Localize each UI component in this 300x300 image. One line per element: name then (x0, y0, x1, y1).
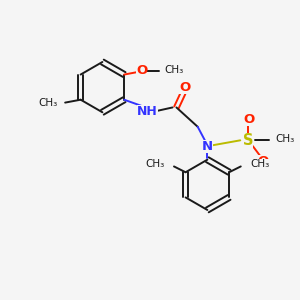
Text: N: N (202, 140, 213, 153)
Text: CH₃: CH₃ (145, 158, 164, 169)
Text: S: S (243, 133, 253, 148)
Text: CH₃: CH₃ (275, 134, 294, 144)
Text: CH₃: CH₃ (250, 158, 270, 169)
Text: O: O (258, 155, 269, 168)
Text: O: O (136, 64, 147, 77)
Text: O: O (179, 81, 191, 94)
Text: NH: NH (137, 105, 158, 118)
Text: O: O (243, 112, 255, 125)
Text: CH₃: CH₃ (165, 65, 184, 75)
Text: CH₃: CH₃ (38, 98, 57, 108)
